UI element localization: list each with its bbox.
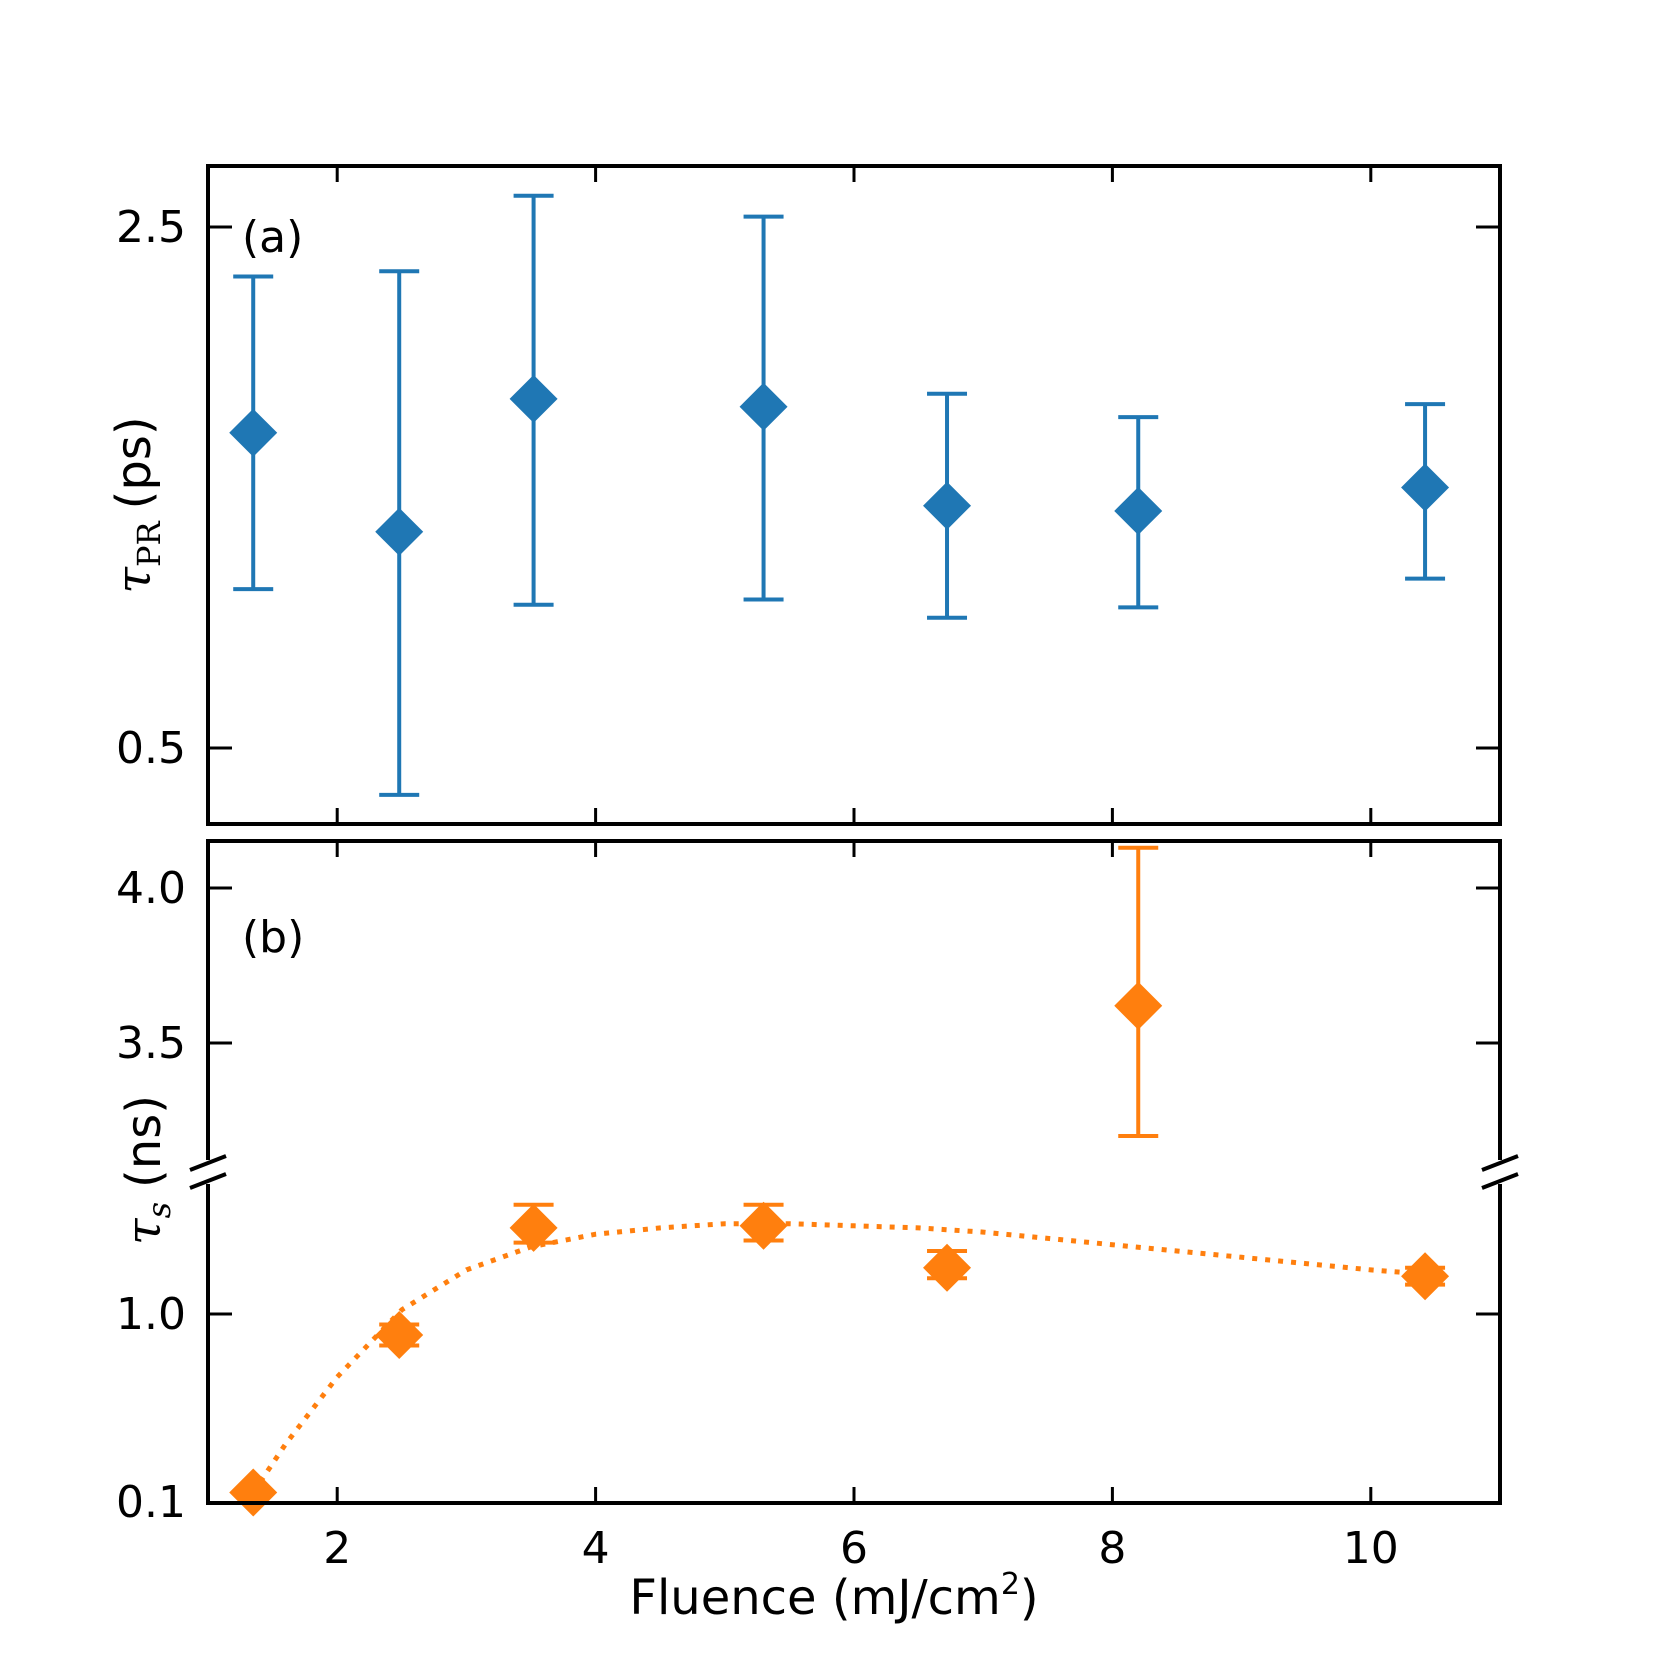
panel-b-ylabel-symbol: τ <box>116 1217 172 1245</box>
panel-a-frame <box>206 164 1502 826</box>
panel-b-axis-breaks <box>189 1154 1519 1190</box>
x-axis-label-main: Fluence (mJ/cm <box>629 1570 1000 1626</box>
y-tick-label-a-1: 2.5 <box>116 202 186 253</box>
panel-b-ylabel: τs (ns) <box>116 1095 178 1245</box>
panel-b-errorbars <box>379 845 1446 1348</box>
panel-b-ticks <box>208 841 1500 1503</box>
panel-a-ylabel-subscript: PR <box>130 520 168 567</box>
x-tick-label-0: 2 <box>323 1523 351 1574</box>
data-point-a-0 <box>229 408 278 457</box>
panel-a-ylabel-unit: (ps) <box>106 416 162 509</box>
data-point-b-0 <box>229 1468 278 1517</box>
x-axis-label-superscript: 2 <box>1001 1567 1020 1602</box>
data-point-a-5 <box>1114 486 1163 535</box>
panel-b-label: (b) <box>242 912 304 963</box>
axis-break-mark-1-upper <box>1481 1154 1519 1172</box>
data-point-b-5 <box>1114 981 1163 1030</box>
x-axis-label-close: ) <box>1020 1570 1039 1626</box>
axis-break-mark-0-lower <box>189 1172 227 1190</box>
panel-b-xtick-labels: 2 4 6 8 10 <box>323 1523 1399 1574</box>
data-point-a-6 <box>1401 463 1450 512</box>
panel-a-label: (a) <box>242 212 303 263</box>
data-point-a-4 <box>923 481 972 530</box>
panel-b: 3.5 4.0 0.1 1.0 2 4 6 8 10 (b) τs (ns) Fluence (… <box>116 839 1519 1626</box>
y-tick-label-b-3: 1.0 <box>116 1289 186 1340</box>
panel-a-ylabel-symbol: τ <box>106 566 162 594</box>
panel-a-ticks <box>208 166 1500 824</box>
data-point-b-1 <box>375 1311 424 1359</box>
x-tick-label-2: 6 <box>840 1523 868 1574</box>
data-point-b-3 <box>739 1201 788 1250</box>
x-tick-label-4: 10 <box>1343 1523 1399 1574</box>
y-tick-label-b-2: 0.1 <box>116 1477 186 1528</box>
data-point-a-3 <box>739 382 788 431</box>
y-tick-label-a-0: 0.5 <box>116 723 186 774</box>
axis-break-mark-0-upper <box>189 1154 227 1172</box>
y-tick-label-b-1: 4.0 <box>116 863 186 914</box>
panel-b-frame <box>206 839 1502 1505</box>
panel-a-markers <box>229 374 1450 556</box>
x-tick-label-1: 4 <box>582 1523 610 1574</box>
panel-b-ytick-labels: 3.5 4.0 0.1 1.0 <box>116 863 186 1528</box>
panel-b-ylabel-unit: (ns) <box>116 1095 172 1188</box>
data-point-b-2 <box>509 1203 558 1252</box>
x-axis-label: Fluence (mJ/cm2) <box>629 1567 1038 1626</box>
data-point-a-1 <box>375 507 424 556</box>
y-tick-label-b-0: 3.5 <box>116 1018 186 1069</box>
panel-b-markers <box>229 981 1450 1517</box>
panel-a-errorbars <box>233 193 1446 797</box>
x-tick-label-3: 8 <box>1098 1523 1126 1574</box>
panel-a-ytick-labels: 0.5 2.5 <box>116 202 186 774</box>
panel-a-ylabel: τPR (ps) <box>106 416 168 593</box>
data-point-b-6 <box>1401 1252 1450 1301</box>
axis-break-mark-1-lower <box>1481 1172 1519 1190</box>
panel-b-ylabel-subscript: s <box>140 1202 178 1218</box>
data-point-a-2 <box>509 374 558 423</box>
data-point-b-4 <box>923 1243 972 1292</box>
panel-a: 0.5 2.5 (a) τPR (ps) <box>106 164 1502 826</box>
panel-b-fit-curve <box>251 1221 1426 1494</box>
